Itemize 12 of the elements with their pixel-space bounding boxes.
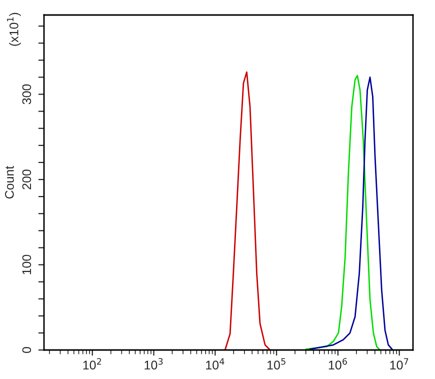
y-tick-label: 300 bbox=[22, 84, 32, 104]
x-tick-label: 10$^{5}$ bbox=[267, 358, 286, 370]
x-tick-label: 10$^{6}$ bbox=[328, 358, 347, 370]
y-tick-label: 200 bbox=[22, 170, 32, 190]
x-tick-label: 10$^{7}$ bbox=[390, 358, 408, 370]
x-tick-label: 10$^{3}$ bbox=[144, 358, 163, 370]
text: (x10$^{1}$) bbox=[7, 12, 21, 46]
y-tick-label: 0 bbox=[22, 347, 32, 353]
x-tick-label: 10$^{4}$ bbox=[206, 358, 224, 370]
x-tick-label: 10$^{2}$ bbox=[83, 358, 102, 370]
y-tick-label: 100 bbox=[22, 254, 32, 274]
y-axis-title: Count bbox=[5, 166, 14, 199]
